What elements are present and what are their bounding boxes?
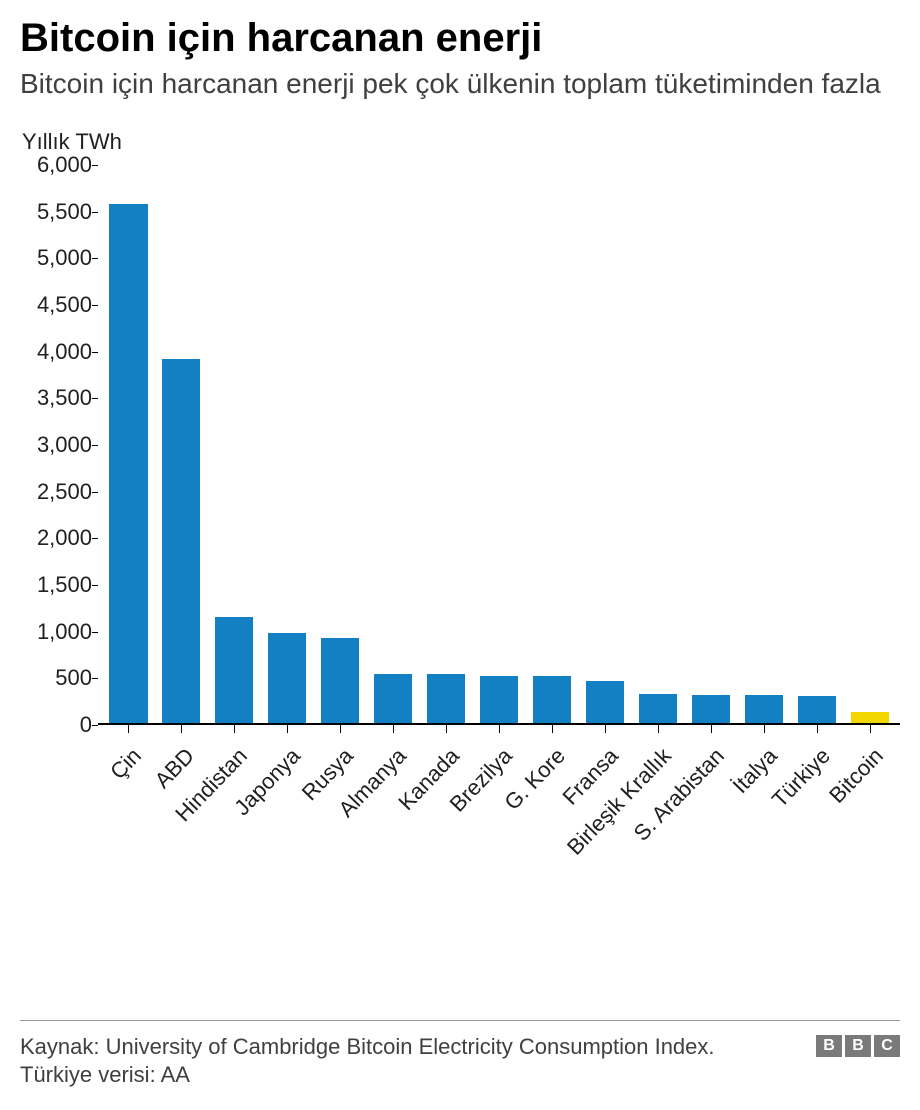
bar-slot — [102, 165, 155, 723]
bar-slot — [631, 165, 684, 723]
x-label-slot: S. Arabistan — [684, 735, 737, 915]
plot-area — [98, 165, 900, 725]
x-label-slot: Almanya — [367, 735, 420, 915]
bar — [109, 204, 147, 723]
x-label-slot: Çin — [102, 735, 155, 915]
x-label-slot: Brezilya — [473, 735, 526, 915]
chart-area: 0 500 1,000 1,500 2,000 2,500 3,000 3,500 4,000 4… — [20, 165, 900, 805]
x-label-slot: Rusya — [314, 735, 367, 915]
bbc-logo-box: B — [845, 1035, 871, 1057]
bar — [162, 359, 200, 723]
bar-slot — [790, 165, 843, 723]
x-label-slot: İtalya — [737, 735, 790, 915]
bbc-logo-box: B — [816, 1035, 842, 1057]
y-tick-label: 5,000 — [37, 245, 92, 271]
y-tick-label: 6,000 — [37, 152, 92, 178]
bar-slot — [314, 165, 367, 723]
chart-title: Bitcoin için harcanan enerji — [20, 16, 900, 60]
bar-slot — [208, 165, 261, 723]
bar — [427, 674, 465, 723]
y-tick-label: 4,000 — [37, 339, 92, 365]
x-label-slot: G. Kore — [526, 735, 579, 915]
chart-subtitle: Bitcoin için harcanan enerji pek çok ülk… — [20, 66, 900, 101]
x-axis-labels: ÇinABDHindistanJaponyaRusyaAlmanyaKanada… — [98, 735, 900, 915]
bar-slot — [473, 165, 526, 723]
y-axis: 05001,0001,5002,0002,5003,0003,5004,0004… — [20, 165, 98, 725]
y-tick-label: 2,500 — [37, 479, 92, 505]
bar — [533, 676, 571, 723]
y-tick-label: 5,500 — [37, 199, 92, 225]
x-label-slot: Japonya — [261, 735, 314, 915]
bar — [480, 676, 518, 723]
bars-container — [98, 165, 900, 723]
bbc-logo-box: C — [874, 1035, 900, 1057]
bar-slot — [261, 165, 314, 723]
y-tick-label: 2,000 — [37, 525, 92, 551]
x-label-slot: ABD — [155, 735, 208, 915]
bbc-logo: BBC — [816, 1035, 900, 1057]
x-label-slot: Türkiye — [790, 735, 843, 915]
x-tick-label: Çin — [106, 743, 148, 785]
bar-slot — [578, 165, 631, 723]
chart-footer: Kaynak: University of Cambridge Bitcoin … — [20, 1020, 900, 1090]
bar-slot — [420, 165, 473, 723]
bar — [321, 638, 359, 723]
bar — [692, 695, 730, 723]
y-tick-label: 500 — [55, 665, 92, 691]
x-label-slot: Kanada — [420, 735, 473, 915]
y-tick-label: 4,500 — [37, 292, 92, 318]
y-tick-label: 1,000 — [37, 619, 92, 645]
bar-slot — [737, 165, 790, 723]
y-tick-label: 3,500 — [37, 385, 92, 411]
y-tick-label: 3,000 — [37, 432, 92, 458]
bar-slot — [684, 165, 737, 723]
bar — [268, 633, 306, 723]
bar — [798, 696, 836, 723]
bar — [851, 712, 889, 723]
x-label-slot: Bitcoin — [843, 735, 896, 915]
bar-slot — [526, 165, 579, 723]
y-axis-title: Yıllık TWh — [22, 129, 900, 155]
bar-slot — [843, 165, 896, 723]
source-text: Kaynak: University of Cambridge Bitcoin … — [20, 1033, 740, 1090]
bar — [639, 694, 677, 723]
bar — [215, 617, 253, 723]
y-tick-label: 1,500 — [37, 572, 92, 598]
bar — [745, 695, 783, 723]
bar-slot — [155, 165, 208, 723]
bar — [586, 681, 624, 723]
x-label-slot: Hindistan — [208, 735, 261, 915]
bar-slot — [367, 165, 420, 723]
y-tick-label: 0 — [80, 712, 92, 738]
bar — [374, 674, 412, 723]
